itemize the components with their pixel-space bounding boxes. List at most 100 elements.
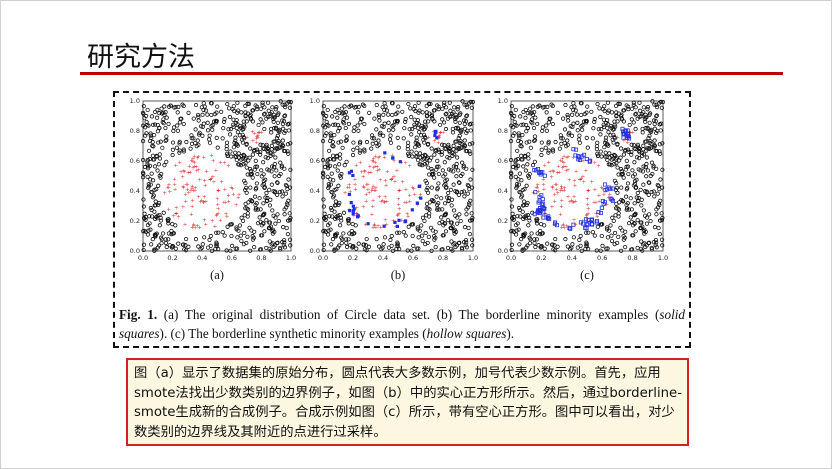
majority-point xyxy=(145,164,151,169)
minority-point: + xyxy=(572,179,577,185)
majority-point xyxy=(598,149,603,154)
majority-point xyxy=(584,240,589,245)
minority-point: + xyxy=(393,179,398,185)
minority-point: + xyxy=(202,194,207,200)
majority-point xyxy=(330,195,336,200)
majority-point xyxy=(320,175,326,180)
majority-point xyxy=(466,183,471,189)
borderline-solid-square xyxy=(395,224,400,228)
minority-point: + xyxy=(364,182,369,188)
majority-point xyxy=(442,120,447,125)
caption-fig-label: Fig. 1. xyxy=(119,307,158,322)
majority-point xyxy=(165,217,170,222)
majority-point xyxy=(439,196,444,201)
majority-point xyxy=(635,144,641,149)
majority-point xyxy=(271,119,276,124)
majority-point xyxy=(592,119,597,125)
majority-point xyxy=(388,140,394,145)
majority-point xyxy=(601,117,607,122)
y-tick-label: 0.0 xyxy=(130,247,140,255)
majority-point xyxy=(340,145,345,150)
minority-point: + xyxy=(237,192,242,198)
majority-point xyxy=(439,247,444,252)
minority-point: + xyxy=(172,182,177,188)
majority-point xyxy=(607,151,612,156)
majority-point xyxy=(523,115,528,120)
majority-point xyxy=(254,181,259,186)
majority-point xyxy=(324,131,329,136)
description-text: 图（a）显示了数据集的原始分布，圆点代表大多数示例，加号代表少数示例。首先，应用… xyxy=(134,366,683,440)
majority-point xyxy=(443,172,448,177)
majority-point xyxy=(150,178,156,183)
majority-point xyxy=(445,155,450,160)
majority-point xyxy=(283,191,288,196)
borderline-solid-square xyxy=(348,209,352,213)
minority-point: + xyxy=(581,174,586,180)
majority-point xyxy=(340,119,346,125)
majority-point xyxy=(655,182,660,188)
majority-point xyxy=(526,152,531,157)
minority-point: + xyxy=(190,225,195,231)
majority-point xyxy=(160,145,165,150)
majority-point xyxy=(624,187,629,192)
majority-point xyxy=(443,146,448,152)
majority-point xyxy=(644,139,649,144)
majority-point xyxy=(632,201,637,206)
majority-point xyxy=(234,154,239,159)
majority-point xyxy=(337,162,342,167)
synthetic-hollow-square xyxy=(541,215,546,220)
majority-point xyxy=(533,115,538,120)
majority-point xyxy=(320,139,326,144)
majority-point xyxy=(591,126,596,131)
majority-point xyxy=(511,229,516,234)
majority-point xyxy=(176,104,181,109)
majority-point xyxy=(384,108,389,113)
majority-point xyxy=(467,232,472,237)
majority-point xyxy=(406,101,411,107)
majority-point xyxy=(148,205,153,211)
majority-point xyxy=(205,128,211,133)
borderline-solid-square xyxy=(347,192,351,197)
majority-point xyxy=(166,121,171,127)
majority-point xyxy=(468,151,473,156)
majority-point xyxy=(145,107,150,113)
majority-point xyxy=(627,122,632,128)
majority-point xyxy=(568,247,573,252)
minority-point: + xyxy=(382,200,387,206)
minority-point: + xyxy=(550,185,555,191)
majority-point xyxy=(245,101,250,107)
majority-point xyxy=(332,209,337,214)
majority-point xyxy=(517,171,522,176)
minority-point: + xyxy=(174,206,179,212)
majority-point xyxy=(285,101,290,106)
majority-point xyxy=(427,207,432,212)
majority-point xyxy=(380,105,385,110)
minority-point: + xyxy=(204,199,209,205)
x-tick-label: 1.0 xyxy=(286,254,296,262)
majority-point xyxy=(512,131,517,136)
majority-point xyxy=(389,233,394,239)
majority-point xyxy=(595,224,600,229)
majority-point xyxy=(244,142,249,147)
majority-point xyxy=(629,247,634,252)
majority-point xyxy=(446,167,452,172)
majority-point xyxy=(196,244,201,249)
majority-point xyxy=(631,233,636,238)
majority-point xyxy=(658,177,663,182)
majority-point xyxy=(523,168,529,173)
majority-point xyxy=(431,108,437,113)
majority-point xyxy=(325,157,330,163)
minority-point: + xyxy=(571,155,576,161)
minority-point: + xyxy=(550,184,555,190)
majority-point xyxy=(624,164,629,170)
synthetic-hollow-square xyxy=(541,210,546,215)
minority-point: + xyxy=(560,159,565,165)
majority-point xyxy=(150,122,156,127)
majority-point xyxy=(270,241,275,246)
majority-point xyxy=(284,183,289,189)
majority-point xyxy=(654,104,660,110)
majority-point xyxy=(423,124,428,129)
majority-point xyxy=(288,141,293,146)
majority-point xyxy=(328,138,333,144)
majority-point xyxy=(645,146,650,151)
